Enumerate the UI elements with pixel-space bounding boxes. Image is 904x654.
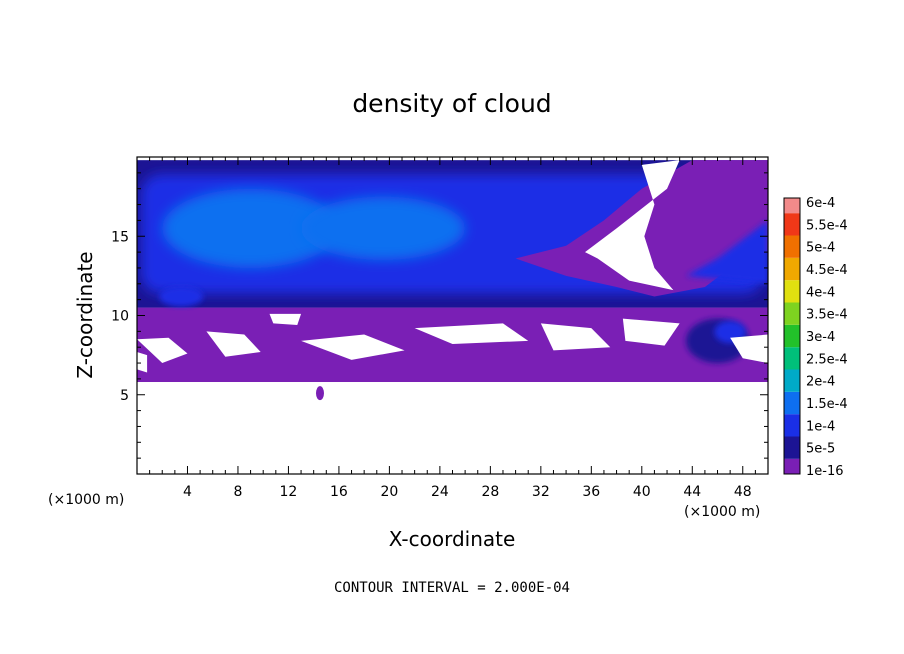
x-tick-label: 4 xyxy=(183,484,192,500)
field-clear-patch xyxy=(301,334,405,360)
field-clear-patch xyxy=(622,318,680,346)
colorbar-label: 4e-4 xyxy=(806,285,835,300)
y-axis: 5 10 15 xyxy=(111,172,768,459)
colorbar-swatch xyxy=(784,302,800,325)
x-tick-label: 44 xyxy=(683,484,701,500)
x-axis: 4 8 12 16 20 24 28 32 36 40 44 48 xyxy=(149,157,756,500)
x-tick-label: 12 xyxy=(280,484,298,500)
x-tick-label: 8 xyxy=(233,484,242,500)
x-tick-label: 36 xyxy=(582,484,600,500)
colorbar-label: 2e-4 xyxy=(806,375,835,390)
x-axis-label: X-coordinate xyxy=(389,527,516,551)
colorbar-label: 4.5e-4 xyxy=(806,263,848,278)
y-axis-label: Z-coordinate xyxy=(73,251,97,378)
x-tick-label: 32 xyxy=(532,484,550,500)
x-axis-unit: (×1000 m) xyxy=(684,504,760,520)
field-left-feature xyxy=(159,286,204,307)
colorbar: 1e-16 5e-5 1e-4 1.5e-4 2e-4 2.5e-4 3e-4 3.5e-4 4… xyxy=(783,196,848,479)
colorbar-frame xyxy=(783,197,801,475)
colorbar-label: 5.5e-4 xyxy=(806,218,848,233)
y-tick-label: 10 xyxy=(111,309,129,325)
colorbar-swatch xyxy=(784,198,800,214)
colorbar-swatch xyxy=(784,414,800,437)
colorbar-swatch xyxy=(784,436,800,459)
field-clear-patch xyxy=(269,313,302,326)
field-core xyxy=(301,196,466,261)
field-right-lobe xyxy=(685,220,768,284)
colorbar-label: 1e-4 xyxy=(806,419,835,434)
field-clear-air xyxy=(137,382,768,474)
y-tick-label: 5 xyxy=(120,388,129,404)
colorbar-label: 5e-4 xyxy=(806,241,835,256)
plot-area xyxy=(137,160,768,474)
colorbar-swatch xyxy=(784,235,800,258)
field-clear-patch xyxy=(585,160,680,291)
colorbar-label: 3e-4 xyxy=(806,330,835,345)
x-tick-label: 28 xyxy=(481,484,499,500)
field-clear-patch xyxy=(206,331,261,357)
chart-title: density of cloud xyxy=(352,89,551,118)
colorbar-label: 1.5e-4 xyxy=(806,397,848,412)
colorbar-swatch xyxy=(784,280,800,303)
x-tick-label: 40 xyxy=(633,484,651,500)
colorbar-label: 6e-4 xyxy=(806,196,835,211)
field-clear-patch xyxy=(730,334,768,364)
field-small-blob xyxy=(315,386,324,401)
field-clear-patch xyxy=(137,337,188,364)
x-tick-label: 16 xyxy=(330,484,348,500)
colorbar-swatch xyxy=(784,347,800,370)
colorbar-label: 5e-5 xyxy=(806,442,835,457)
colorbar-swatch xyxy=(784,257,800,281)
colorbar-label: 2.5e-4 xyxy=(806,352,848,367)
field-clear-patch xyxy=(137,351,148,373)
y-tick-label: 15 xyxy=(111,229,129,245)
x-tick-label: 20 xyxy=(380,484,398,500)
field-core xyxy=(162,188,339,268)
colorbar-swatch xyxy=(784,324,800,348)
contour-interval-note: CONTOUR INTERVAL = 2.000E-04 xyxy=(334,580,570,596)
x-tick-label: 48 xyxy=(734,484,752,500)
field-clear-patch xyxy=(540,323,611,351)
colorbar-swatch xyxy=(784,369,800,392)
colorbar-label: 3.5e-4 xyxy=(806,308,848,323)
field-clear-patch xyxy=(414,323,529,345)
colorbar-swatch xyxy=(784,458,800,474)
colorbar-swatch xyxy=(784,213,800,236)
x-tick-label: 24 xyxy=(431,484,449,500)
y-axis-unit: (×1000 m) xyxy=(48,492,124,508)
colorbar-label: 1e-16 xyxy=(806,464,844,479)
colorbar-swatch xyxy=(784,391,800,415)
